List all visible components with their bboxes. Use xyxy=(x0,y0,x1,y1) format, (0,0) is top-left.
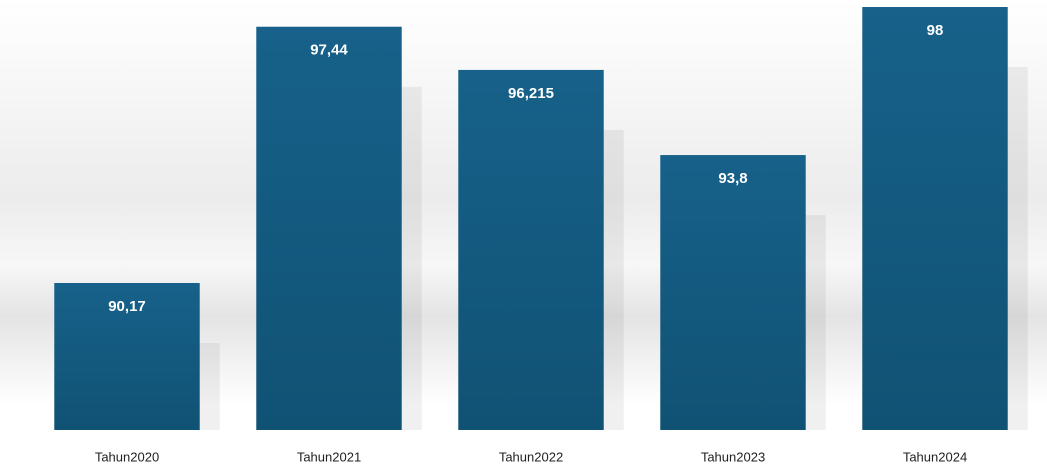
x-tick-label: Tahun2023 xyxy=(701,449,765,464)
bar xyxy=(660,155,806,431)
value-label: 98 xyxy=(927,22,944,39)
bar xyxy=(862,7,1008,430)
x-tick-label: Tahun2021 xyxy=(297,449,361,464)
x-tick-label: Tahun2024 xyxy=(903,449,967,464)
bar xyxy=(458,69,604,430)
value-label: 96,215 xyxy=(508,85,554,102)
value-label: 97,44 xyxy=(310,42,348,59)
value-label: 90,17 xyxy=(108,298,146,315)
bar xyxy=(54,283,200,430)
x-tick-label: Tahun2020 xyxy=(95,449,159,464)
bar xyxy=(256,26,402,431)
value-label: 93,8 xyxy=(718,170,747,187)
x-tick-label: Tahun2022 xyxy=(499,449,563,464)
